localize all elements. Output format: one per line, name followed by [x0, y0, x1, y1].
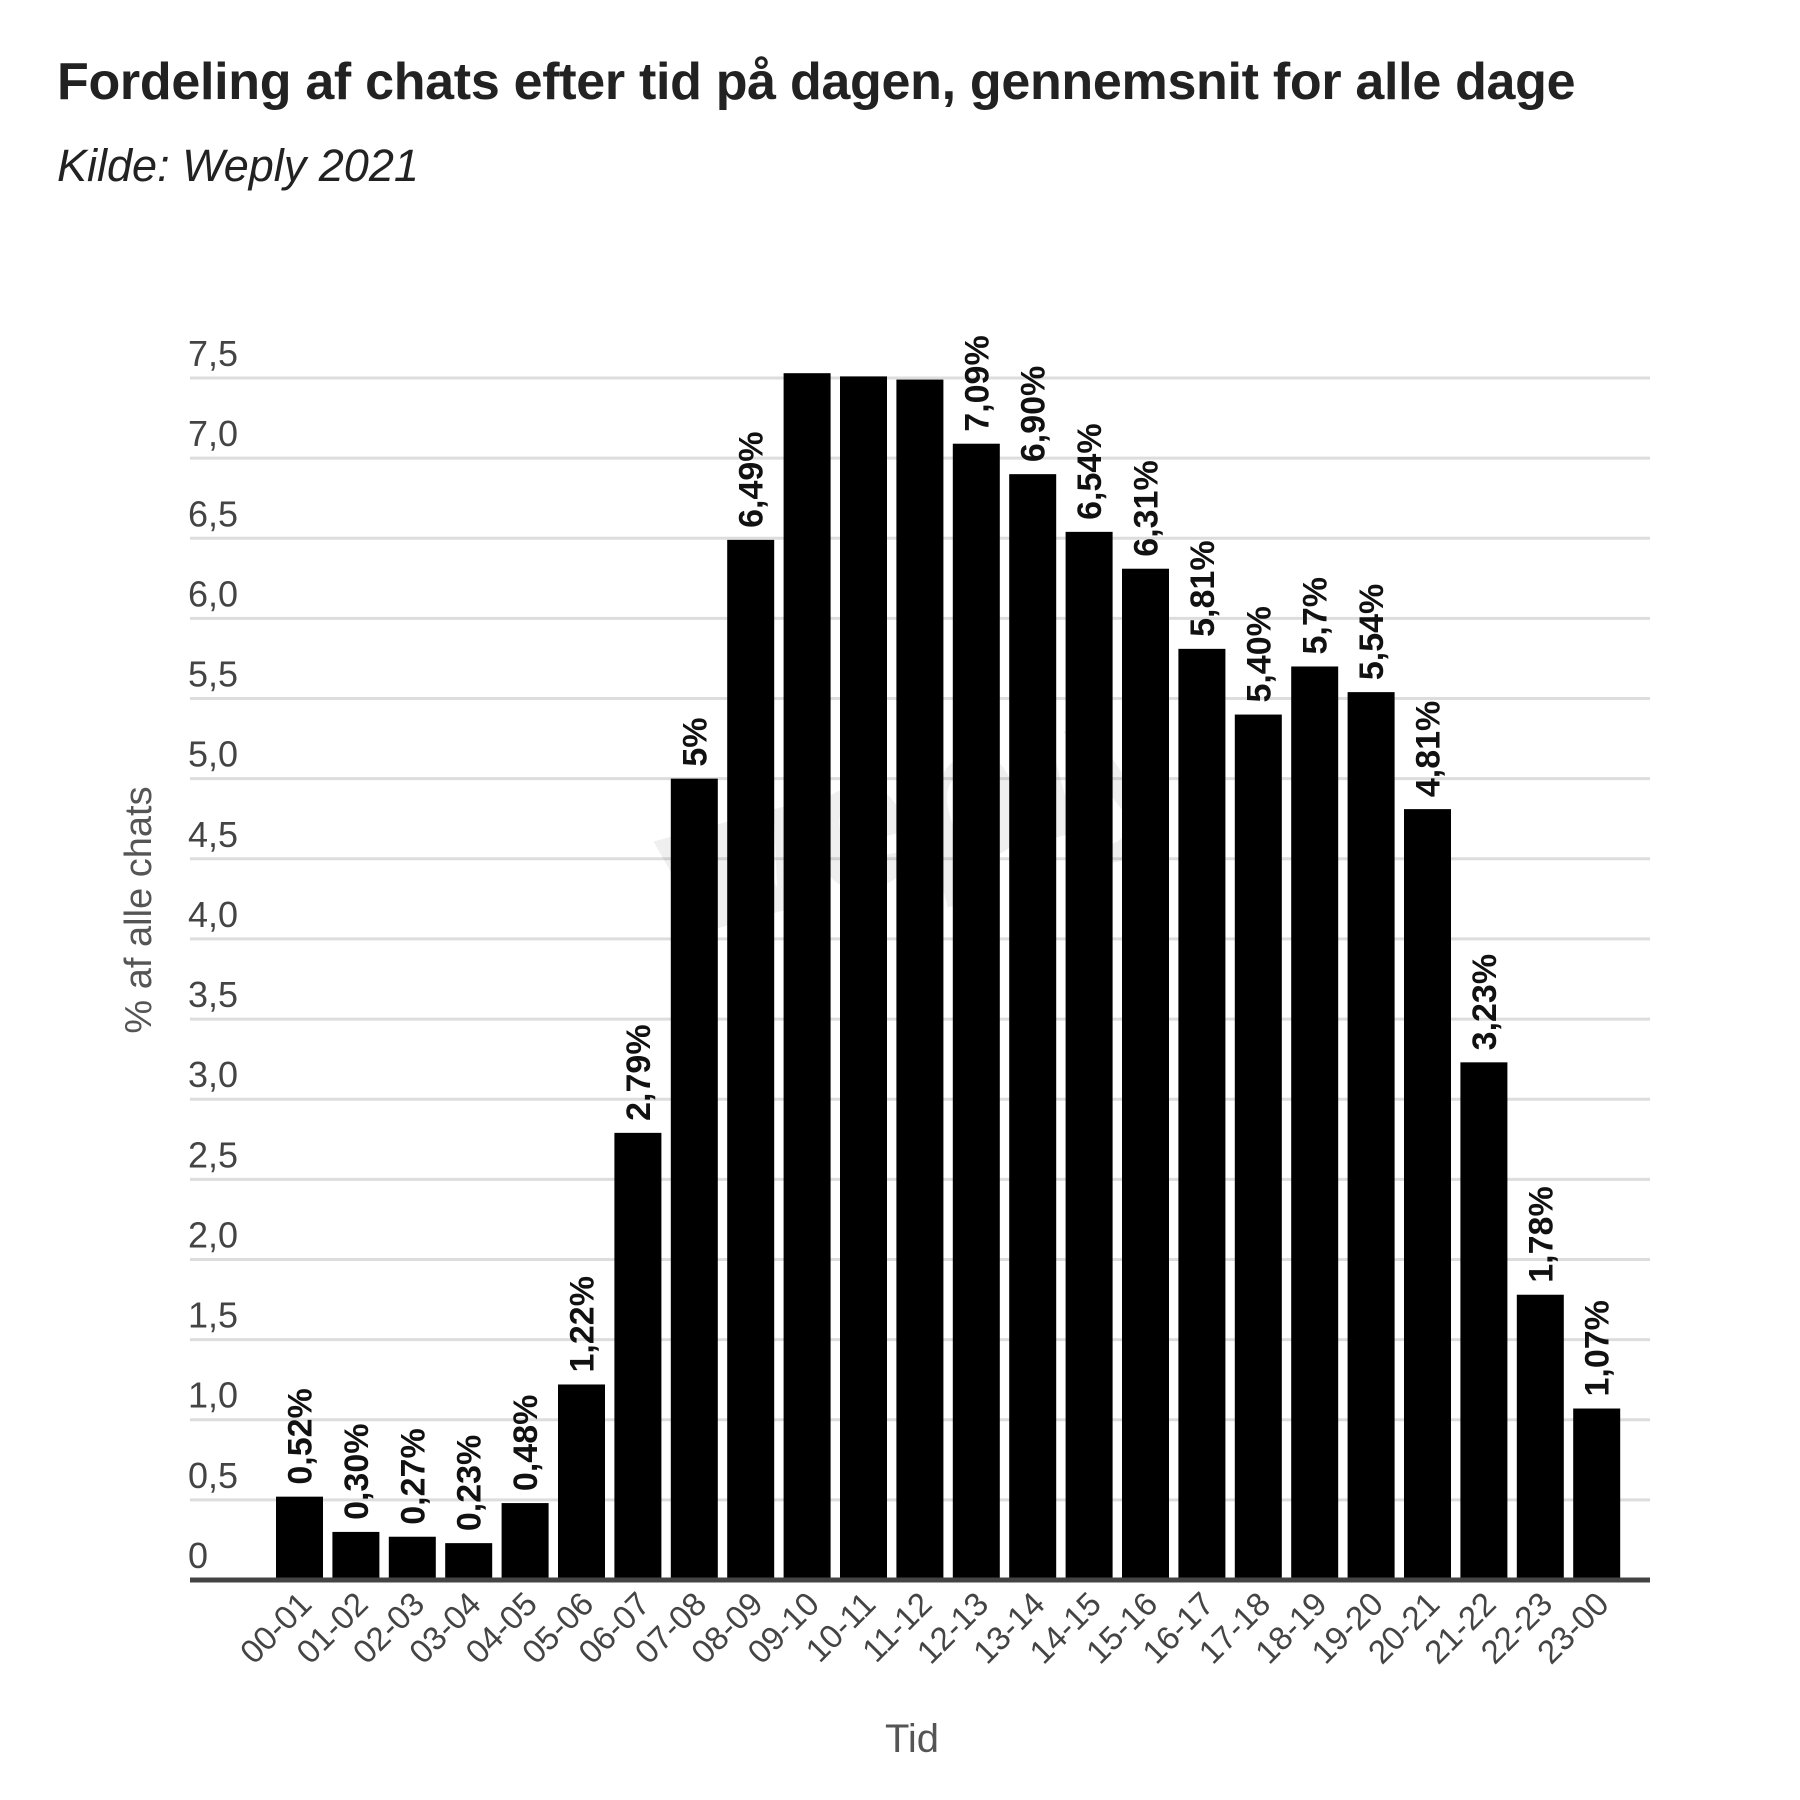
data-label: 0,27% — [394, 1428, 432, 1524]
bar — [614, 1132, 662, 1580]
y-tick-label: 0,5 — [188, 1455, 238, 1496]
bar — [1009, 474, 1057, 1580]
data-label: 1,07% — [1579, 1300, 1617, 1396]
bar — [1291, 666, 1339, 1580]
y-tick-label: 0 — [188, 1535, 208, 1576]
data-label: 2,79% — [620, 1024, 658, 1120]
data-label: 6,54% — [1071, 423, 1109, 519]
y-tick-label: 4,5 — [188, 814, 238, 855]
bar — [1065, 531, 1113, 1581]
bar — [1122, 568, 1169, 1580]
bar — [558, 1384, 605, 1580]
y-tick-label: 3,5 — [188, 974, 238, 1015]
y-tick-label: 6,5 — [188, 493, 238, 534]
bar — [276, 1496, 323, 1580]
data-label: 5,54% — [1353, 584, 1391, 680]
bar — [1234, 714, 1282, 1580]
data-label: 0,48% — [507, 1395, 545, 1491]
data-label: 6,90% — [1015, 366, 1053, 462]
y-tick-label: 1,5 — [188, 1295, 238, 1336]
bars — [276, 373, 1621, 1581]
bar — [727, 539, 775, 1580]
data-label: 5,40% — [1240, 606, 1278, 702]
bar — [501, 1503, 549, 1580]
y-tick-label: 7,0 — [188, 413, 238, 454]
bar — [332, 1531, 380, 1580]
x-axis-tick-labels: 00-0101-0202-0303-0404-0505-0606-0707-08… — [233, 1585, 1616, 1671]
data-label: 5,7% — [1297, 577, 1335, 655]
data-label: 1,22% — [564, 1276, 602, 1372]
y-tick-label: 5,0 — [188, 734, 238, 775]
bar — [783, 373, 831, 1580]
data-label: 0,23% — [451, 1435, 489, 1531]
bar — [896, 379, 944, 1580]
bar — [840, 376, 887, 1580]
data-label: 7,09% — [958, 335, 996, 431]
bar — [1516, 1294, 1564, 1580]
bar — [1178, 648, 1226, 1580]
bar — [1573, 1408, 1621, 1580]
chart-title: Fordeling af chats efter tid på dagen, g… — [57, 53, 1576, 111]
x-axis-label: Tid — [885, 1717, 939, 1761]
data-label: 4,81% — [1410, 701, 1448, 797]
bar — [952, 443, 1000, 1580]
y-axis-label: % af alle chats — [118, 786, 160, 1033]
data-labels: 0,52% 0,30% 0,27% 0,23% 0,48% 1,22% 2,79% 5% 6,4… — [282, 335, 1617, 1531]
data-label: 0,30% — [338, 1424, 376, 1520]
bar — [1347, 692, 1395, 1580]
y-tick-label: 3,0 — [188, 1054, 238, 1095]
data-label: 5,81% — [1184, 540, 1222, 636]
data-label: 6,31% — [1128, 460, 1166, 556]
y-tick-label: 5,5 — [188, 654, 238, 695]
data-label: 0,52% — [282, 1388, 320, 1484]
chart-subtitle: Kilde: Weply 2021 — [57, 140, 419, 191]
y-axis-tick-labels: 0 0,5 1,0 1,5 2,0 2,5 3,0 3,5 4,0 4,5 5,0 5,5 6,0 6,5… — [188, 333, 238, 1576]
bar — [1404, 809, 1451, 1580]
data-label: 6,49% — [733, 431, 771, 527]
y-tick-label: 7,5 — [188, 333, 238, 374]
bar — [388, 1536, 436, 1580]
y-tick-label: 2,0 — [188, 1214, 238, 1255]
y-tick-label: 1,0 — [188, 1375, 238, 1416]
bar — [445, 1543, 493, 1580]
bar — [1460, 1062, 1508, 1580]
data-label: 3,23% — [1466, 954, 1504, 1050]
y-tick-label: 4,0 — [188, 894, 238, 935]
y-tick-label: 2,5 — [188, 1134, 238, 1175]
data-label: 5% — [676, 718, 714, 767]
data-label: 1,78% — [1522, 1186, 1560, 1282]
bar — [670, 778, 718, 1580]
y-tick-label: 6,0 — [188, 573, 238, 614]
